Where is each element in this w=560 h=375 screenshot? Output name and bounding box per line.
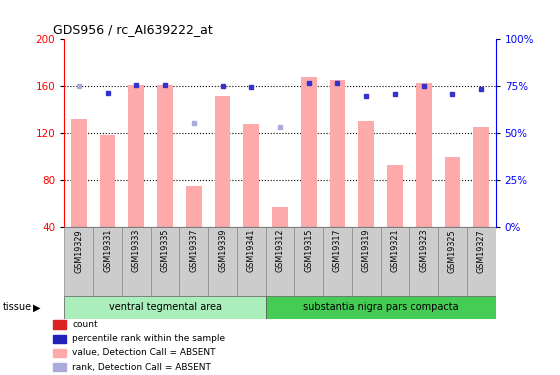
Text: GSM19341: GSM19341	[247, 229, 256, 272]
Bar	[128, 85, 144, 227]
Text: ventral tegmental area: ventral tegmental area	[109, 303, 222, 312]
Text: GSM19327: GSM19327	[477, 229, 486, 273]
Bar	[237, 227, 265, 296]
Text: GSM19312: GSM19312	[276, 229, 284, 273]
Bar	[214, 96, 230, 227]
Text: tissue: tissue	[3, 303, 32, 312]
Bar	[265, 296, 496, 319]
Bar	[244, 124, 259, 227]
Bar	[157, 85, 173, 227]
Text: count: count	[72, 320, 98, 329]
Bar	[387, 165, 403, 227]
Text: GSM19339: GSM19339	[218, 229, 227, 273]
Bar	[467, 227, 496, 296]
Bar	[265, 227, 295, 296]
Text: GSM19337: GSM19337	[189, 229, 198, 273]
Text: GSM19321: GSM19321	[390, 229, 399, 273]
Bar	[416, 83, 432, 227]
Bar	[352, 227, 381, 296]
Bar	[445, 157, 460, 227]
Text: GSM19319: GSM19319	[362, 229, 371, 273]
Bar	[295, 227, 323, 296]
Text: rank, Detection Call = ABSENT: rank, Detection Call = ABSENT	[72, 363, 211, 372]
Bar	[100, 135, 115, 227]
Bar	[409, 227, 438, 296]
Text: percentile rank within the sample: percentile rank within the sample	[72, 334, 225, 343]
Bar	[330, 80, 346, 227]
Bar	[208, 227, 237, 296]
Bar	[323, 227, 352, 296]
Bar	[438, 227, 467, 296]
Text: GSM19331: GSM19331	[103, 229, 112, 272]
Bar	[381, 227, 409, 296]
Text: GDS956 / rc_AI639222_at: GDS956 / rc_AI639222_at	[53, 22, 213, 36]
Text: GSM19333: GSM19333	[132, 229, 141, 272]
Text: GSM19323: GSM19323	[419, 229, 428, 273]
Text: GSM19325: GSM19325	[448, 229, 457, 273]
Bar	[358, 122, 374, 227]
Text: value, Detection Call = ABSENT: value, Detection Call = ABSENT	[72, 348, 216, 357]
Bar	[122, 227, 151, 296]
Bar	[64, 296, 265, 319]
Text: GSM19315: GSM19315	[304, 229, 313, 273]
Bar	[151, 227, 179, 296]
Bar	[272, 207, 288, 227]
Bar	[93, 227, 122, 296]
Text: substantia nigra pars compacta: substantia nigra pars compacta	[303, 303, 459, 312]
Text: GSM19317: GSM19317	[333, 229, 342, 273]
Bar	[301, 77, 316, 227]
Text: ▶: ▶	[32, 303, 40, 312]
Text: GSM19329: GSM19329	[74, 229, 83, 273]
Bar	[186, 186, 202, 227]
Bar	[473, 127, 489, 227]
Bar	[179, 227, 208, 296]
Bar	[64, 227, 93, 296]
Bar	[71, 119, 87, 227]
Text: GSM19335: GSM19335	[161, 229, 170, 273]
